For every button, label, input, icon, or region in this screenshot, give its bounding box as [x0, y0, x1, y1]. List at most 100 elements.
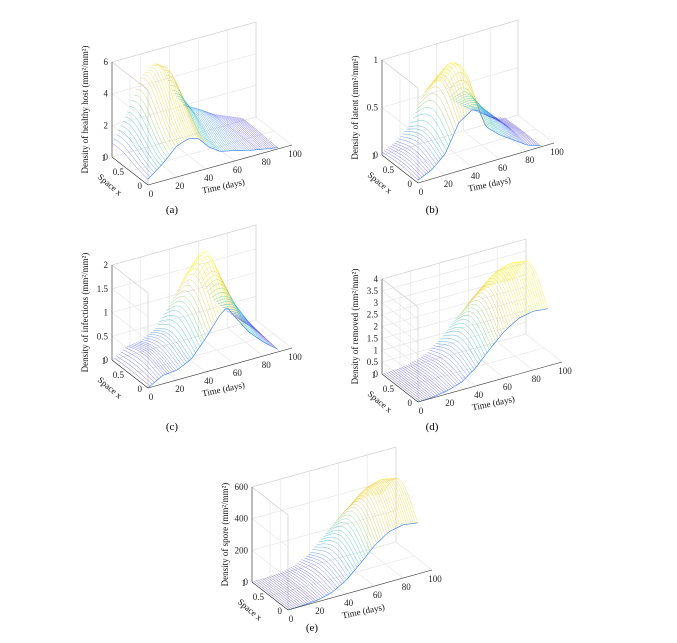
surface-mesh-line — [163, 70, 200, 140]
y-tick-label: 0 — [408, 398, 413, 408]
z-tick-label: 200 — [235, 545, 249, 555]
y-tick-label: 1 — [242, 578, 247, 588]
surface-mesh-line — [204, 110, 242, 151]
gridline — [129, 333, 275, 375]
y-tick-label: 1 — [102, 153, 107, 163]
surface-mesh-line — [390, 145, 427, 175]
surface — [381, 260, 548, 403]
surface-mesh-line — [148, 67, 185, 142]
surface-mesh-line — [228, 115, 265, 150]
surface-mesh-line — [206, 111, 244, 151]
surface-mesh-line — [155, 64, 192, 139]
surface-mesh-line — [443, 64, 480, 111]
box-edge — [111, 21, 257, 117]
surface-mesh-line — [241, 117, 278, 148]
surface-edge — [417, 308, 548, 403]
surface-mesh-line — [310, 551, 347, 581]
x-tick-label: 20 — [444, 179, 454, 189]
surface-mesh-line — [333, 514, 371, 552]
surface-mesh-line — [476, 278, 514, 324]
surface-mesh-line — [327, 526, 364, 560]
surface-mesh-line — [377, 478, 414, 524]
x-tick-label: 20 — [315, 606, 325, 616]
surface-mesh-line — [420, 86, 457, 128]
x-tick-label: 0 — [419, 187, 424, 197]
surface-mesh-line — [111, 143, 149, 180]
surface-mesh-line — [127, 111, 164, 164]
z-tick-label: 1.5 — [367, 333, 379, 343]
surface-mesh-line — [429, 349, 466, 379]
surface-mesh-line — [181, 101, 218, 151]
surface-mesh-line — [116, 134, 153, 175]
surface-mesh-line — [224, 115, 261, 150]
gridline — [111, 288, 149, 318]
surface-mesh-line — [140, 340, 177, 371]
surface-mesh-line — [455, 95, 492, 131]
surface-mesh-line — [185, 258, 222, 314]
surface-mesh-line — [170, 296, 207, 338]
z-tick-label: 4 — [374, 274, 379, 284]
surface-mesh-line — [150, 332, 188, 363]
x-tick-label: 40 — [204, 376, 214, 386]
surface-mesh-line — [219, 304, 257, 338]
surface-mesh-line — [353, 487, 390, 532]
gridline — [410, 271, 447, 395]
gridline — [251, 541, 397, 583]
surface-mesh-line — [161, 315, 198, 350]
gridline — [251, 510, 397, 551]
surface-mesh-line — [374, 478, 412, 524]
gridline — [381, 290, 419, 320]
surface-mesh-line — [422, 79, 459, 123]
surface-mesh-line — [329, 522, 366, 557]
surface — [381, 61, 541, 181]
surface-mesh-line — [364, 480, 401, 527]
surface-mesh-line — [189, 106, 226, 152]
y-tick-label: 1 — [372, 370, 377, 380]
surface-mesh-line — [277, 573, 315, 602]
gridline — [111, 116, 257, 158]
surface-mesh-line — [282, 571, 319, 600]
x-tick-label: 60 — [233, 368, 243, 378]
y-tick-label: 1 — [102, 356, 107, 366]
z-tick-label: 2 — [104, 120, 109, 130]
surface-mesh-line — [241, 320, 278, 350]
x-tick-label: 40 — [474, 390, 484, 400]
z-tick-label: 1 — [374, 55, 379, 65]
x-tick-label: 0 — [289, 614, 294, 624]
surface-edge — [417, 109, 541, 181]
surface-mesh-line — [399, 367, 436, 397]
surface-mesh-line — [511, 260, 548, 309]
surface-mesh-line — [459, 100, 496, 133]
x-tick-label: 40 — [471, 171, 481, 181]
panel-caption: (a) — [166, 204, 179, 216]
surface-mesh-line — [211, 292, 248, 331]
x-tick-label: 20 — [175, 384, 185, 394]
box-edge — [111, 224, 257, 320]
surface-mesh-line — [230, 313, 267, 344]
z-tick-label: 6 — [104, 57, 109, 67]
surface-mesh-line — [144, 337, 181, 368]
surface-mesh-line — [318, 540, 356, 570]
gridline — [111, 53, 257, 94]
surface-mesh-line — [172, 290, 209, 334]
surface-mesh-line — [114, 138, 151, 178]
surface-mesh-line — [412, 113, 449, 147]
surface-mesh-line — [303, 557, 340, 586]
surface-mesh-line — [463, 104, 500, 135]
surface-mesh-line — [114, 357, 151, 387]
surface-mesh-line — [290, 567, 328, 596]
surface-mesh-line — [237, 317, 274, 348]
gridline — [381, 321, 527, 363]
z-axis-label: Density of spore (mm²/mm²) — [220, 483, 230, 587]
surface-mesh-line — [455, 311, 492, 348]
surface-mesh-line — [314, 546, 351, 576]
y-axis-line — [381, 154, 419, 184]
surface-mesh-line — [254, 581, 291, 610]
surface-mesh-line — [477, 112, 515, 141]
surface-mesh-line — [256, 580, 293, 609]
gridline — [381, 114, 519, 156]
gridline — [129, 130, 275, 172]
gridline — [381, 314, 419, 343]
surface-mesh-line — [492, 116, 529, 146]
